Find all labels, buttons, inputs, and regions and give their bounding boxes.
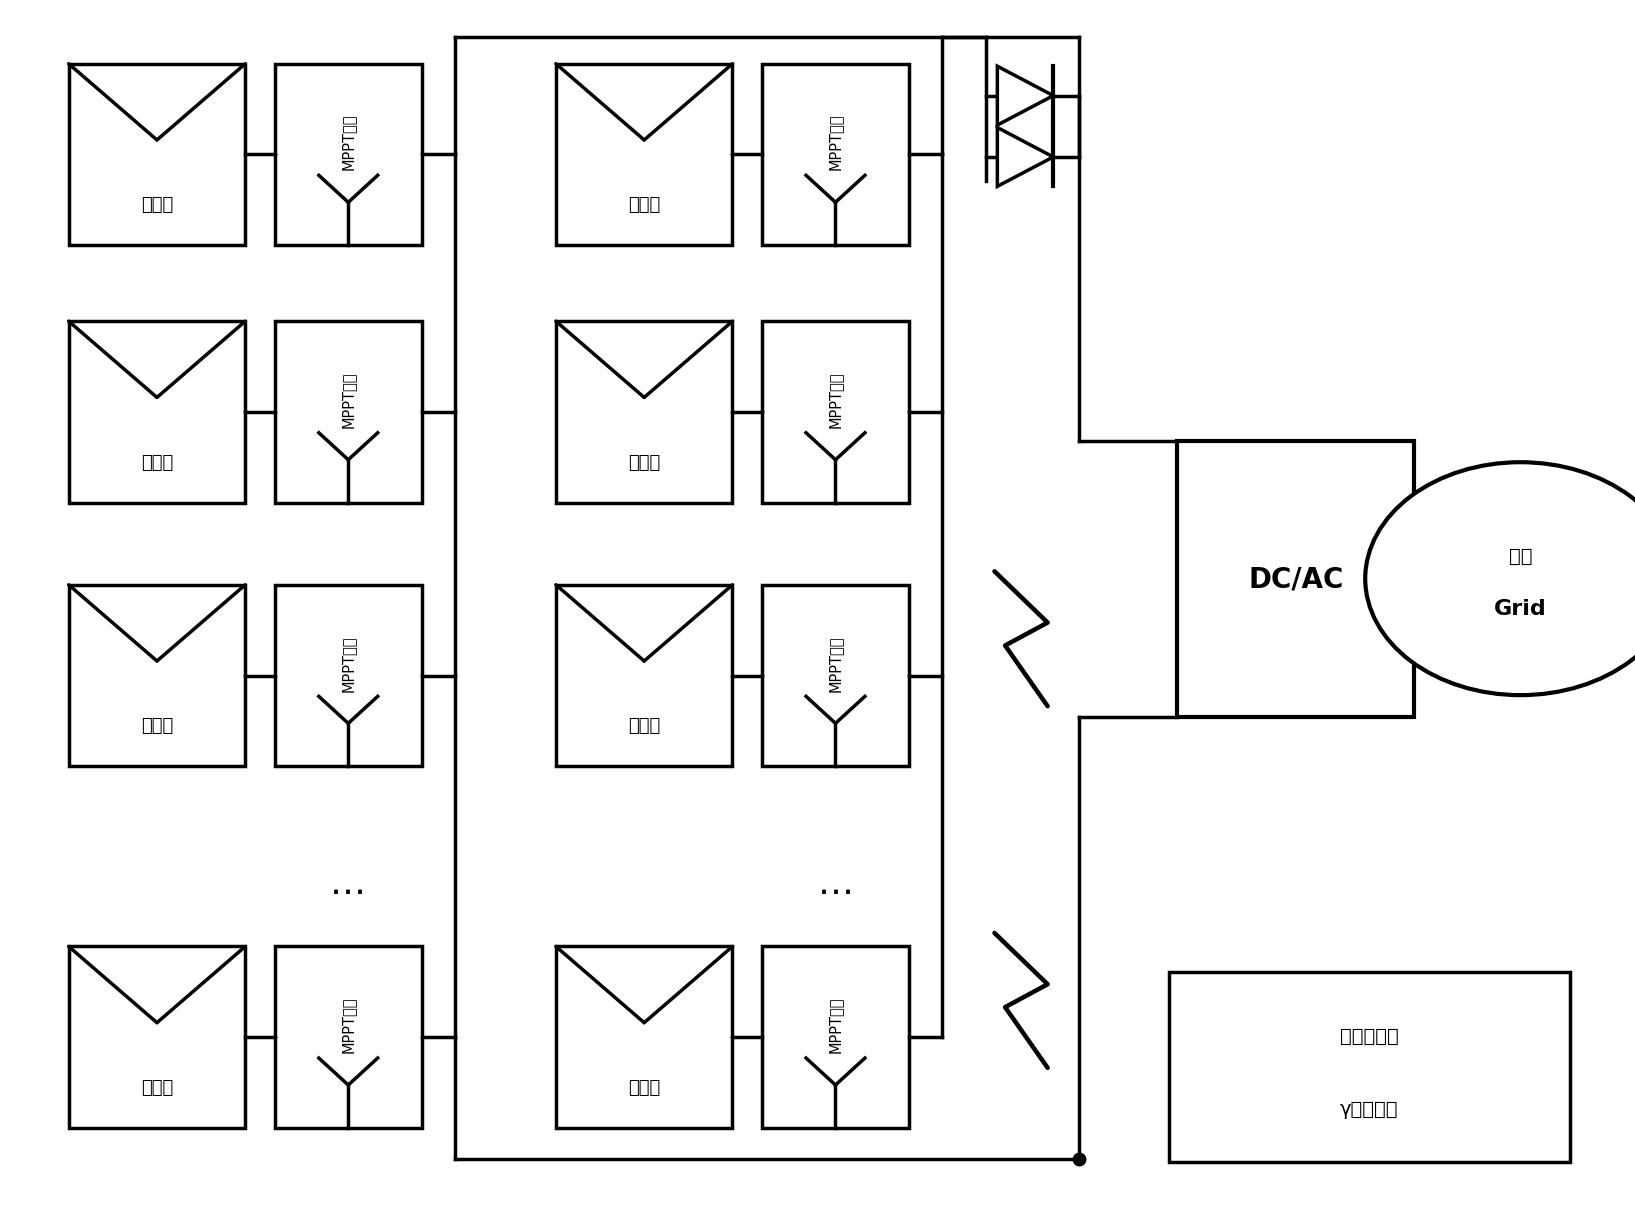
Bar: [69, 64, 245, 245]
Bar: [1177, 441, 1414, 717]
Text: 电池板: 电池板: [628, 1079, 661, 1097]
Bar: [556, 585, 732, 766]
Bar: [275, 64, 422, 245]
Bar: [69, 585, 245, 766]
Text: MPPT模块: MPPT模块: [340, 635, 356, 691]
Text: MPPT模块: MPPT模块: [827, 371, 844, 428]
Text: DC/AC: DC/AC: [1248, 565, 1344, 593]
Text: 电池板阵列: 电池板阵列: [1341, 1027, 1398, 1046]
Bar: [556, 946, 732, 1128]
Text: ⋯: ⋯: [818, 875, 853, 910]
Text: 电池板: 电池板: [628, 196, 661, 215]
Text: 电池板: 电池板: [141, 1079, 173, 1097]
Text: 电网: 电网: [1509, 547, 1532, 566]
Bar: [762, 321, 909, 503]
Text: Grid: Grid: [1494, 600, 1547, 619]
Text: 电池板: 电池板: [628, 717, 661, 736]
Text: MPPT模块: MPPT模块: [340, 997, 356, 1053]
Bar: [762, 64, 909, 245]
Bar: [1169, 972, 1570, 1162]
Text: MPPT模块: MPPT模块: [827, 997, 844, 1053]
Text: 电池板: 电池板: [141, 454, 173, 472]
Bar: [275, 321, 422, 503]
Bar: [275, 585, 422, 766]
Text: ⋯: ⋯: [330, 875, 366, 910]
Bar: [556, 321, 732, 503]
Circle shape: [1365, 462, 1635, 695]
Text: 电池板: 电池板: [141, 196, 173, 215]
Text: 电池板: 电池板: [141, 717, 173, 736]
Polygon shape: [997, 128, 1053, 186]
Polygon shape: [997, 66, 1053, 125]
Bar: [69, 946, 245, 1128]
Bar: [69, 321, 245, 503]
Text: γ监控装置: γ监控装置: [1341, 1100, 1398, 1118]
Text: MPPT模块: MPPT模块: [340, 114, 356, 170]
Bar: [275, 946, 422, 1128]
Bar: [762, 585, 909, 766]
Bar: [556, 64, 732, 245]
Text: MPPT模块: MPPT模块: [340, 371, 356, 428]
Text: 电池板: 电池板: [628, 454, 661, 472]
Text: MPPT模块: MPPT模块: [827, 114, 844, 170]
Bar: [762, 946, 909, 1128]
Text: MPPT模块: MPPT模块: [827, 635, 844, 691]
